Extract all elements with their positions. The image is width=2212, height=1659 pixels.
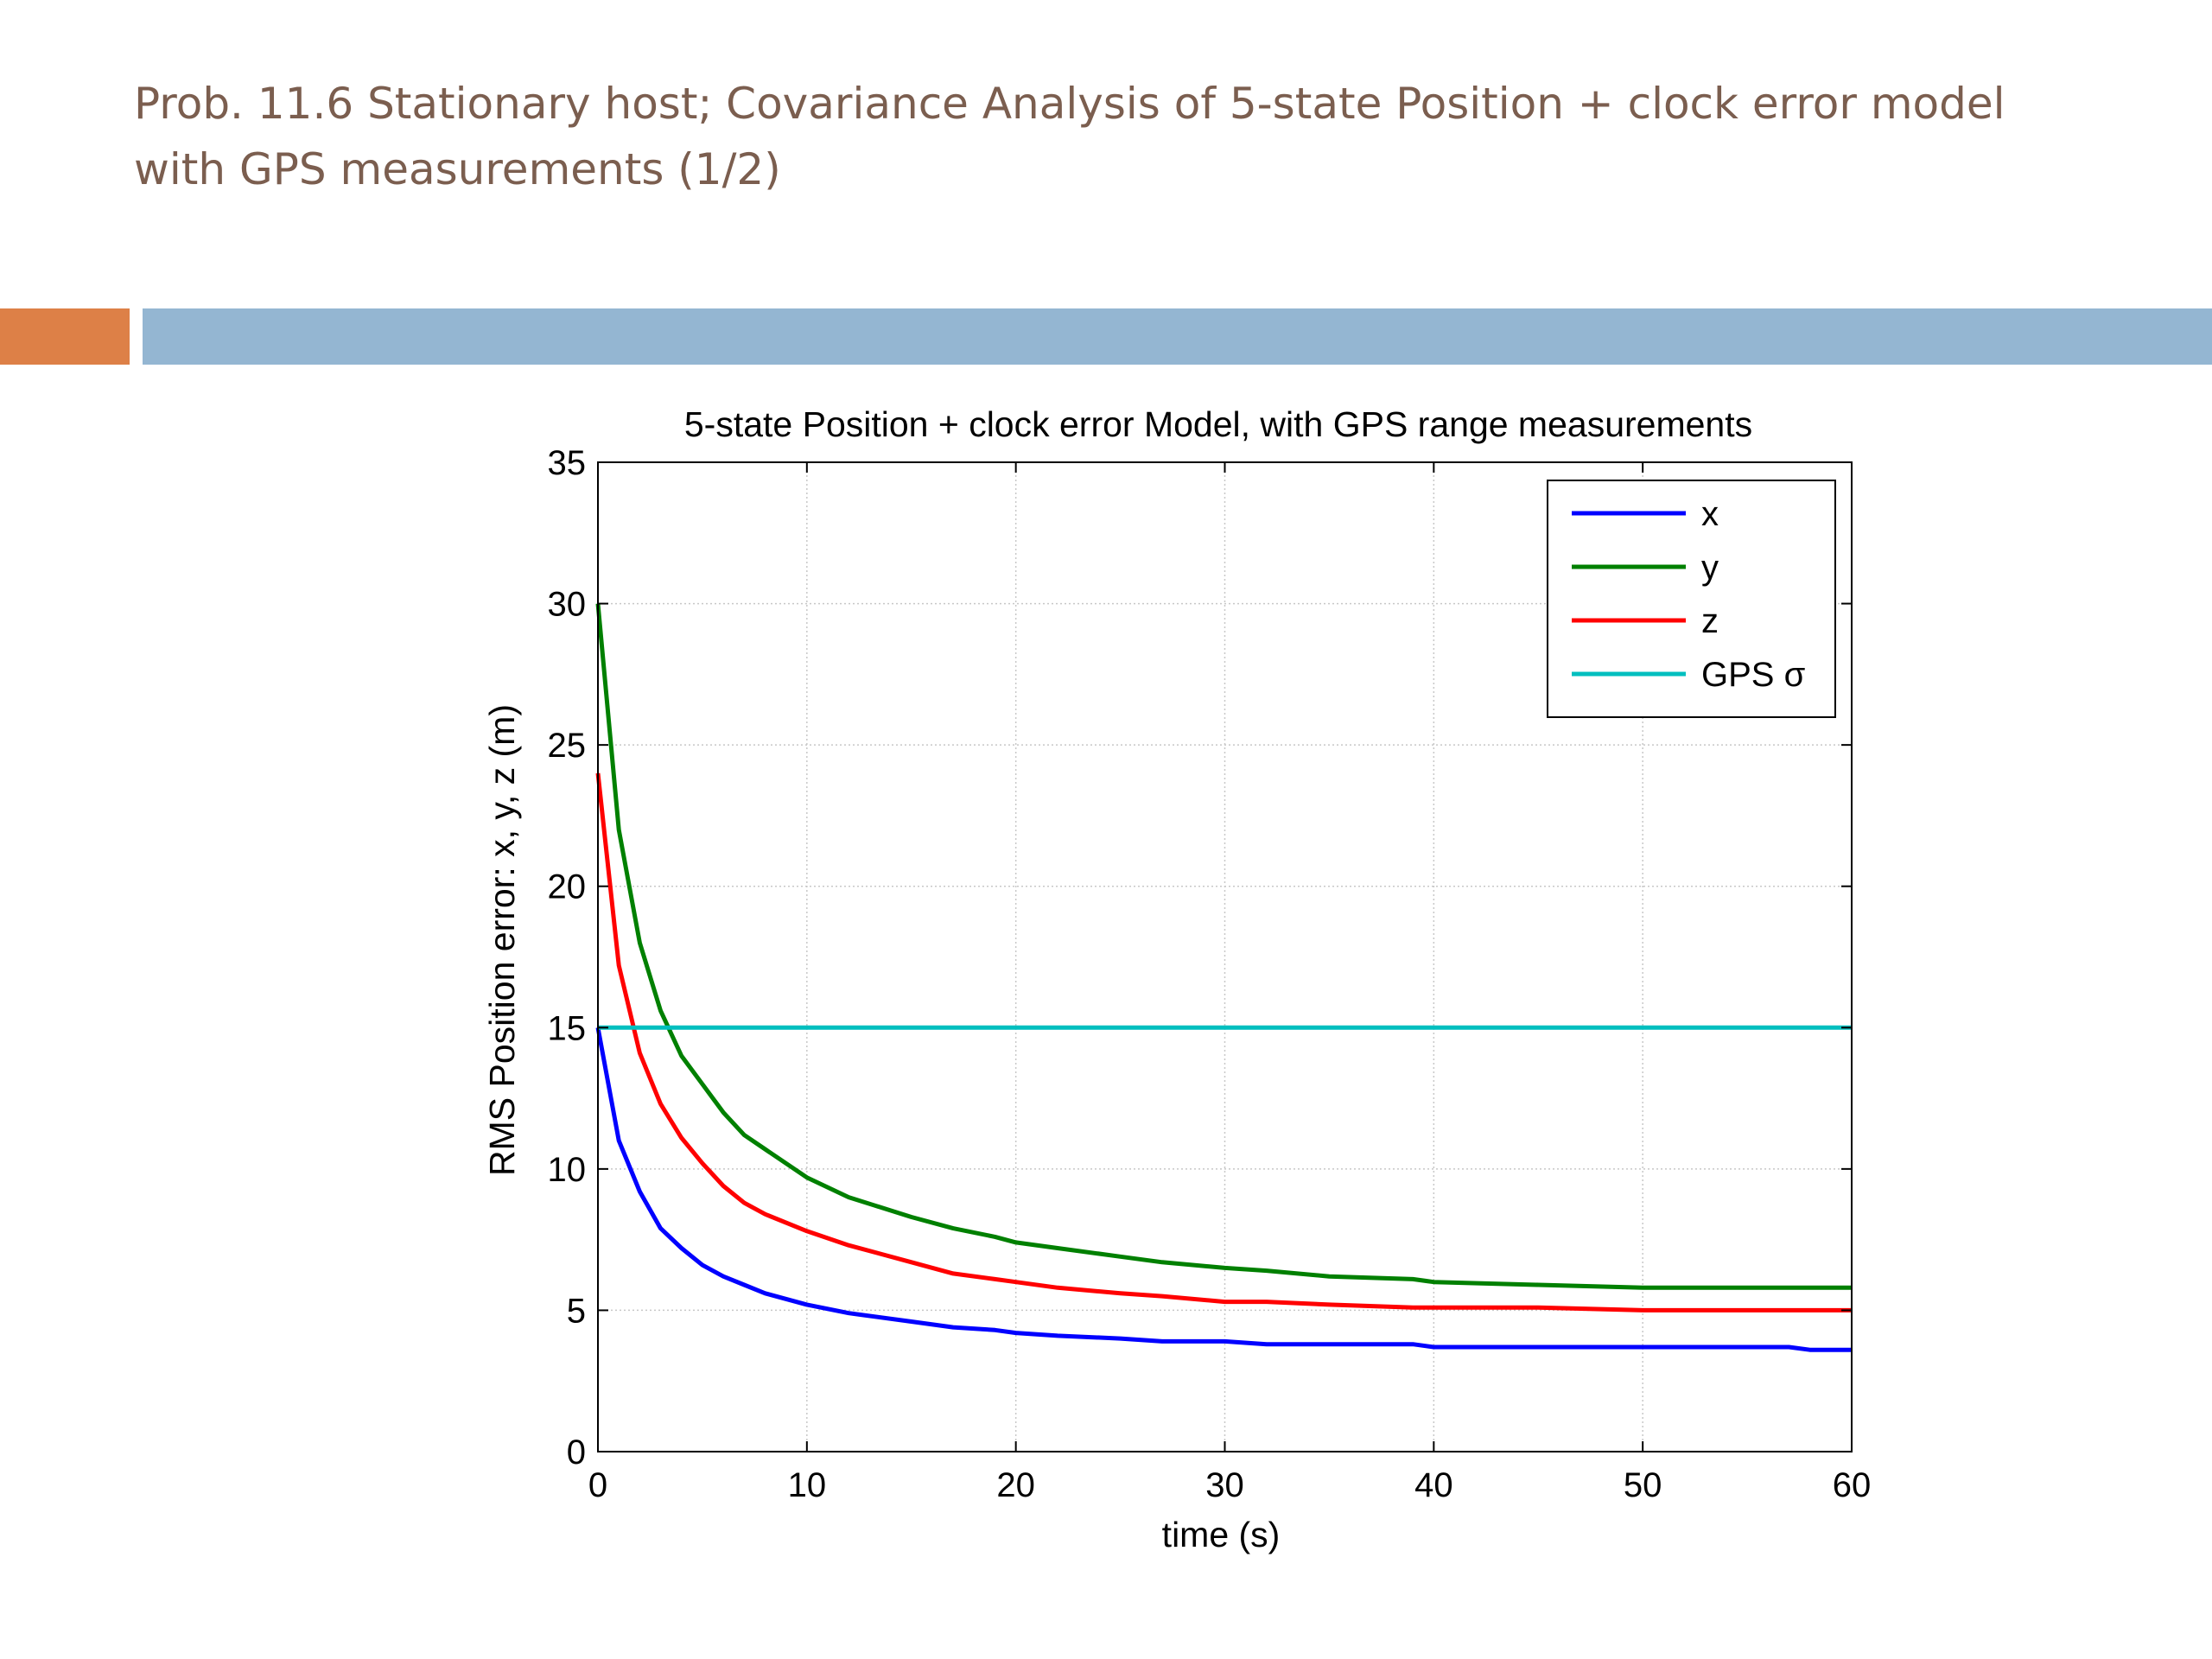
y-tick-label: 10 [548,1151,587,1189]
x-tick-label: 50 [1624,1466,1662,1504]
legend-label-GPS-σ: GPS σ [1701,656,1806,694]
x-tick-label: 40 [1414,1466,1453,1504]
y-tick-label: 35 [548,444,587,482]
slide-title: Prob. 11.6 Stationary host; Covariance A… [134,71,2121,202]
y-tick-label: 5 [567,1292,586,1330]
series-line-y [595,603,1852,1290]
chart-title: 5-state Position + clock error Model, wi… [684,404,1752,444]
series-line-x [595,1027,1852,1352]
slide-title-line-1: Prob. 11.6 Stationary host; Covariance A… [134,79,2005,129]
x-tick-label: 0 [588,1466,607,1504]
x-tick-label: 30 [1205,1466,1244,1504]
y-tick-label: 15 [548,1009,587,1047]
y-tick-label: 20 [548,868,587,906]
main-divider-bar [143,308,2212,365]
y-tick-label: 0 [567,1433,586,1471]
x-tick-label: 60 [1833,1466,1872,1504]
x-axis-label: time (s) [1162,1515,1281,1554]
x-tick-label: 10 [788,1466,827,1504]
legend-box [1547,480,1836,718]
legend-label-z: z [1701,602,1719,640]
y-tick-label: 25 [548,727,587,765]
y-axis-label: RMS Position error: x, y, z (m) [482,704,522,1176]
legend-label-y: y [1701,549,1719,587]
y-tick-label: 30 [548,586,587,624]
x-tick-label: 20 [996,1466,1035,1504]
series-lines [595,603,1852,1352]
legend-label-x: x [1701,495,1719,533]
axis-ticks: 0 10 20 30 40 50 60 0 5 10 15 20 25 30 35 [548,444,1872,1504]
legend: xyz GPS σ [1547,480,1836,718]
series-line-z [595,772,1852,1313]
accent-divider-bar [0,308,130,365]
slide-title-line-2: with GPS measurements (1/2) [134,144,781,194]
